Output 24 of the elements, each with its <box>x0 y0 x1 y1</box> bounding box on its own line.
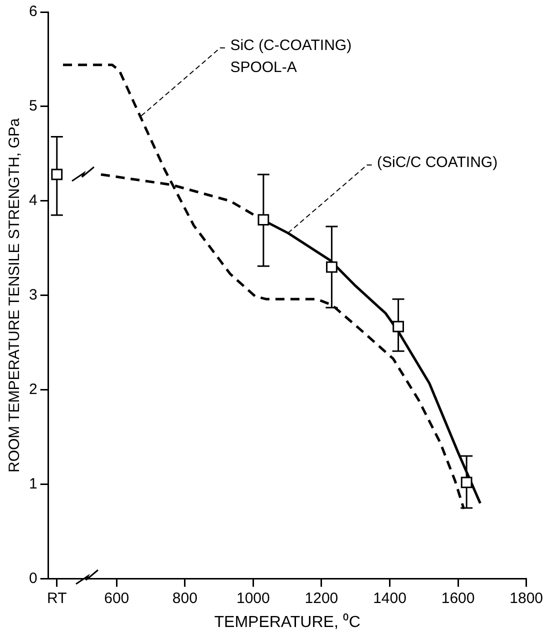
point <box>326 261 338 273</box>
point <box>258 214 270 226</box>
x-tick-label: RT <box>47 590 67 607</box>
x-tick-label: 1800 <box>510 590 544 607</box>
y-tick-label: 6 <box>29 3 38 20</box>
x-tick-label: 1600 <box>441 590 475 607</box>
point <box>460 476 472 488</box>
point <box>392 320 404 332</box>
y-tick-label: 1 <box>29 475 38 492</box>
x-tick-label: 600 <box>104 590 130 607</box>
y-tick-label: 2 <box>29 381 38 398</box>
x-tick-label: 1400 <box>373 590 406 607</box>
y-tick-label: 5 <box>29 98 38 115</box>
x-tick-label: 1000 <box>236 590 270 607</box>
x-axis-title: TEMPERATURE, ⁰C <box>214 612 360 631</box>
y-tick-label: 4 <box>29 192 38 210</box>
annotation: SiC (C-COATING) SPOOL-A <box>230 37 352 76</box>
y-tick-label: 0 <box>29 570 38 587</box>
annotation: (SiC/C COATING) <box>377 154 498 172</box>
x-tick-label: 1200 <box>304 590 338 607</box>
y-tick-label: 3 <box>29 286 38 304</box>
y-axis-title: ROOM TEMPERATURE TENSILE STRENGTH, GPa <box>6 118 24 473</box>
x-tick-label: 800 <box>172 590 198 607</box>
point <box>51 168 63 180</box>
